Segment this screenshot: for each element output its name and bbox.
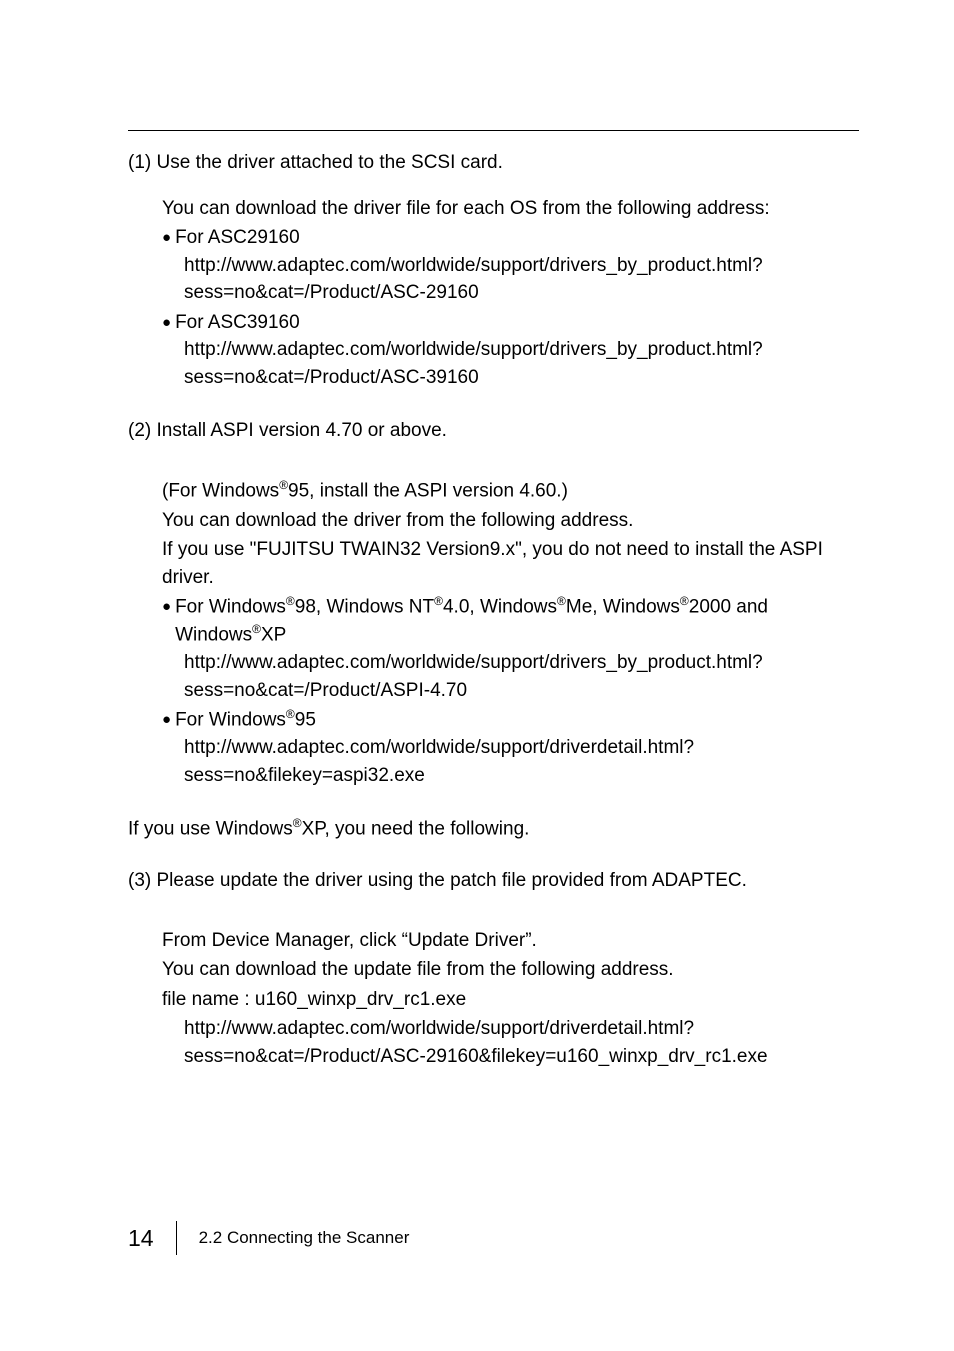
page-footer: 14 2.2 Connecting the Scanner: [128, 1221, 409, 1255]
text-fragment: For Windows: [175, 597, 286, 618]
step-1-intro: You can download the driver file for eac…: [162, 195, 859, 223]
text-fragment: (For Windows: [162, 480, 279, 501]
step-2-line-2: You can download the driver from the fol…: [162, 507, 859, 535]
bullet-asc39160-url: http://www.adaptec.com/worldwide/support…: [162, 336, 859, 391]
xp-note: If you use Windows®XP, you need the foll…: [128, 815, 859, 843]
registered-icon: ®: [279, 478, 288, 492]
step-3-line-1: From Device Manager, click “Update Drive…: [162, 927, 859, 955]
registered-icon: ®: [286, 594, 295, 608]
step-2-body: (For Windows®95, install the ASPI versio…: [128, 477, 859, 789]
text-fragment: 95, install the ASPI version 4.60.): [288, 480, 568, 501]
bullet-multi-os: ● For Windows®98, Windows NT®4.0, Window…: [162, 593, 859, 649]
registered-icon: ®: [680, 594, 689, 608]
bullet-asc29160: ● For ASC29160: [162, 224, 859, 252]
text-fragment: 95: [295, 710, 316, 731]
text-fragment: 98, Windows NT: [295, 597, 434, 618]
step-2-line-1: (For Windows®95, install the ASPI versio…: [162, 477, 859, 505]
step-1-body: You can download the driver file for eac…: [128, 195, 859, 392]
step-3-line-3: file name : u160_winxp_drv_rc1.exe: [162, 986, 859, 1014]
step-2-heading: (2) Install ASPI version 4.70 or above.: [128, 417, 859, 445]
bullet-icon: ●: [162, 224, 171, 251]
text-fragment: XP: [261, 625, 286, 646]
bullet-label: For Windows®98, Windows NT®4.0, Windows®…: [175, 593, 859, 649]
step-1-heading: (1) Use the driver attached to the SCSI …: [128, 149, 859, 177]
registered-icon: ®: [293, 816, 302, 830]
bullet-label: For Windows®95: [175, 706, 316, 734]
bullet-label: For ASC39160: [175, 309, 300, 337]
text-fragment: 4.0, Windows: [443, 597, 557, 618]
step-2-line-3: If you use "FUJITSU TWAIN32 Version9.x",…: [162, 536, 859, 591]
top-rule: [128, 130, 859, 131]
text-fragment: XP, you need the following.: [302, 819, 530, 840]
registered-icon: ®: [252, 622, 261, 636]
step-3-url: http://www.adaptec.com/worldwide/support…: [162, 1015, 859, 1070]
footer-section: 2.2 Connecting the Scanner: [199, 1228, 410, 1248]
bullet-asc29160-url: http://www.adaptec.com/worldwide/support…: [162, 252, 859, 307]
bullet-multi-os-url: http://www.adaptec.com/worldwide/support…: [162, 649, 859, 704]
step-3-line-2: You can download the update file from th…: [162, 956, 859, 984]
bullet-win95: ● For Windows®95: [162, 706, 859, 734]
bullet-icon: ●: [162, 309, 171, 336]
page-number: 14: [128, 1225, 154, 1252]
text-fragment: Me, Windows: [566, 597, 680, 618]
registered-icon: ®: [557, 594, 566, 608]
text-fragment: For Windows: [175, 710, 286, 731]
footer-divider: [176, 1221, 177, 1255]
step-3-heading: (3) Please update the driver using the p…: [128, 867, 859, 895]
registered-icon: ®: [286, 707, 295, 721]
bullet-asc39160: ● For ASC39160: [162, 309, 859, 337]
step-3-body: From Device Manager, click “Update Drive…: [128, 927, 859, 1071]
bullet-icon: ●: [162, 706, 171, 733]
text-fragment: If you use Windows: [128, 819, 293, 840]
bullet-win95-url: http://www.adaptec.com/worldwide/support…: [162, 734, 859, 789]
bullet-icon: ●: [162, 593, 171, 620]
bullet-label: For ASC29160: [175, 224, 300, 252]
registered-icon: ®: [434, 594, 443, 608]
